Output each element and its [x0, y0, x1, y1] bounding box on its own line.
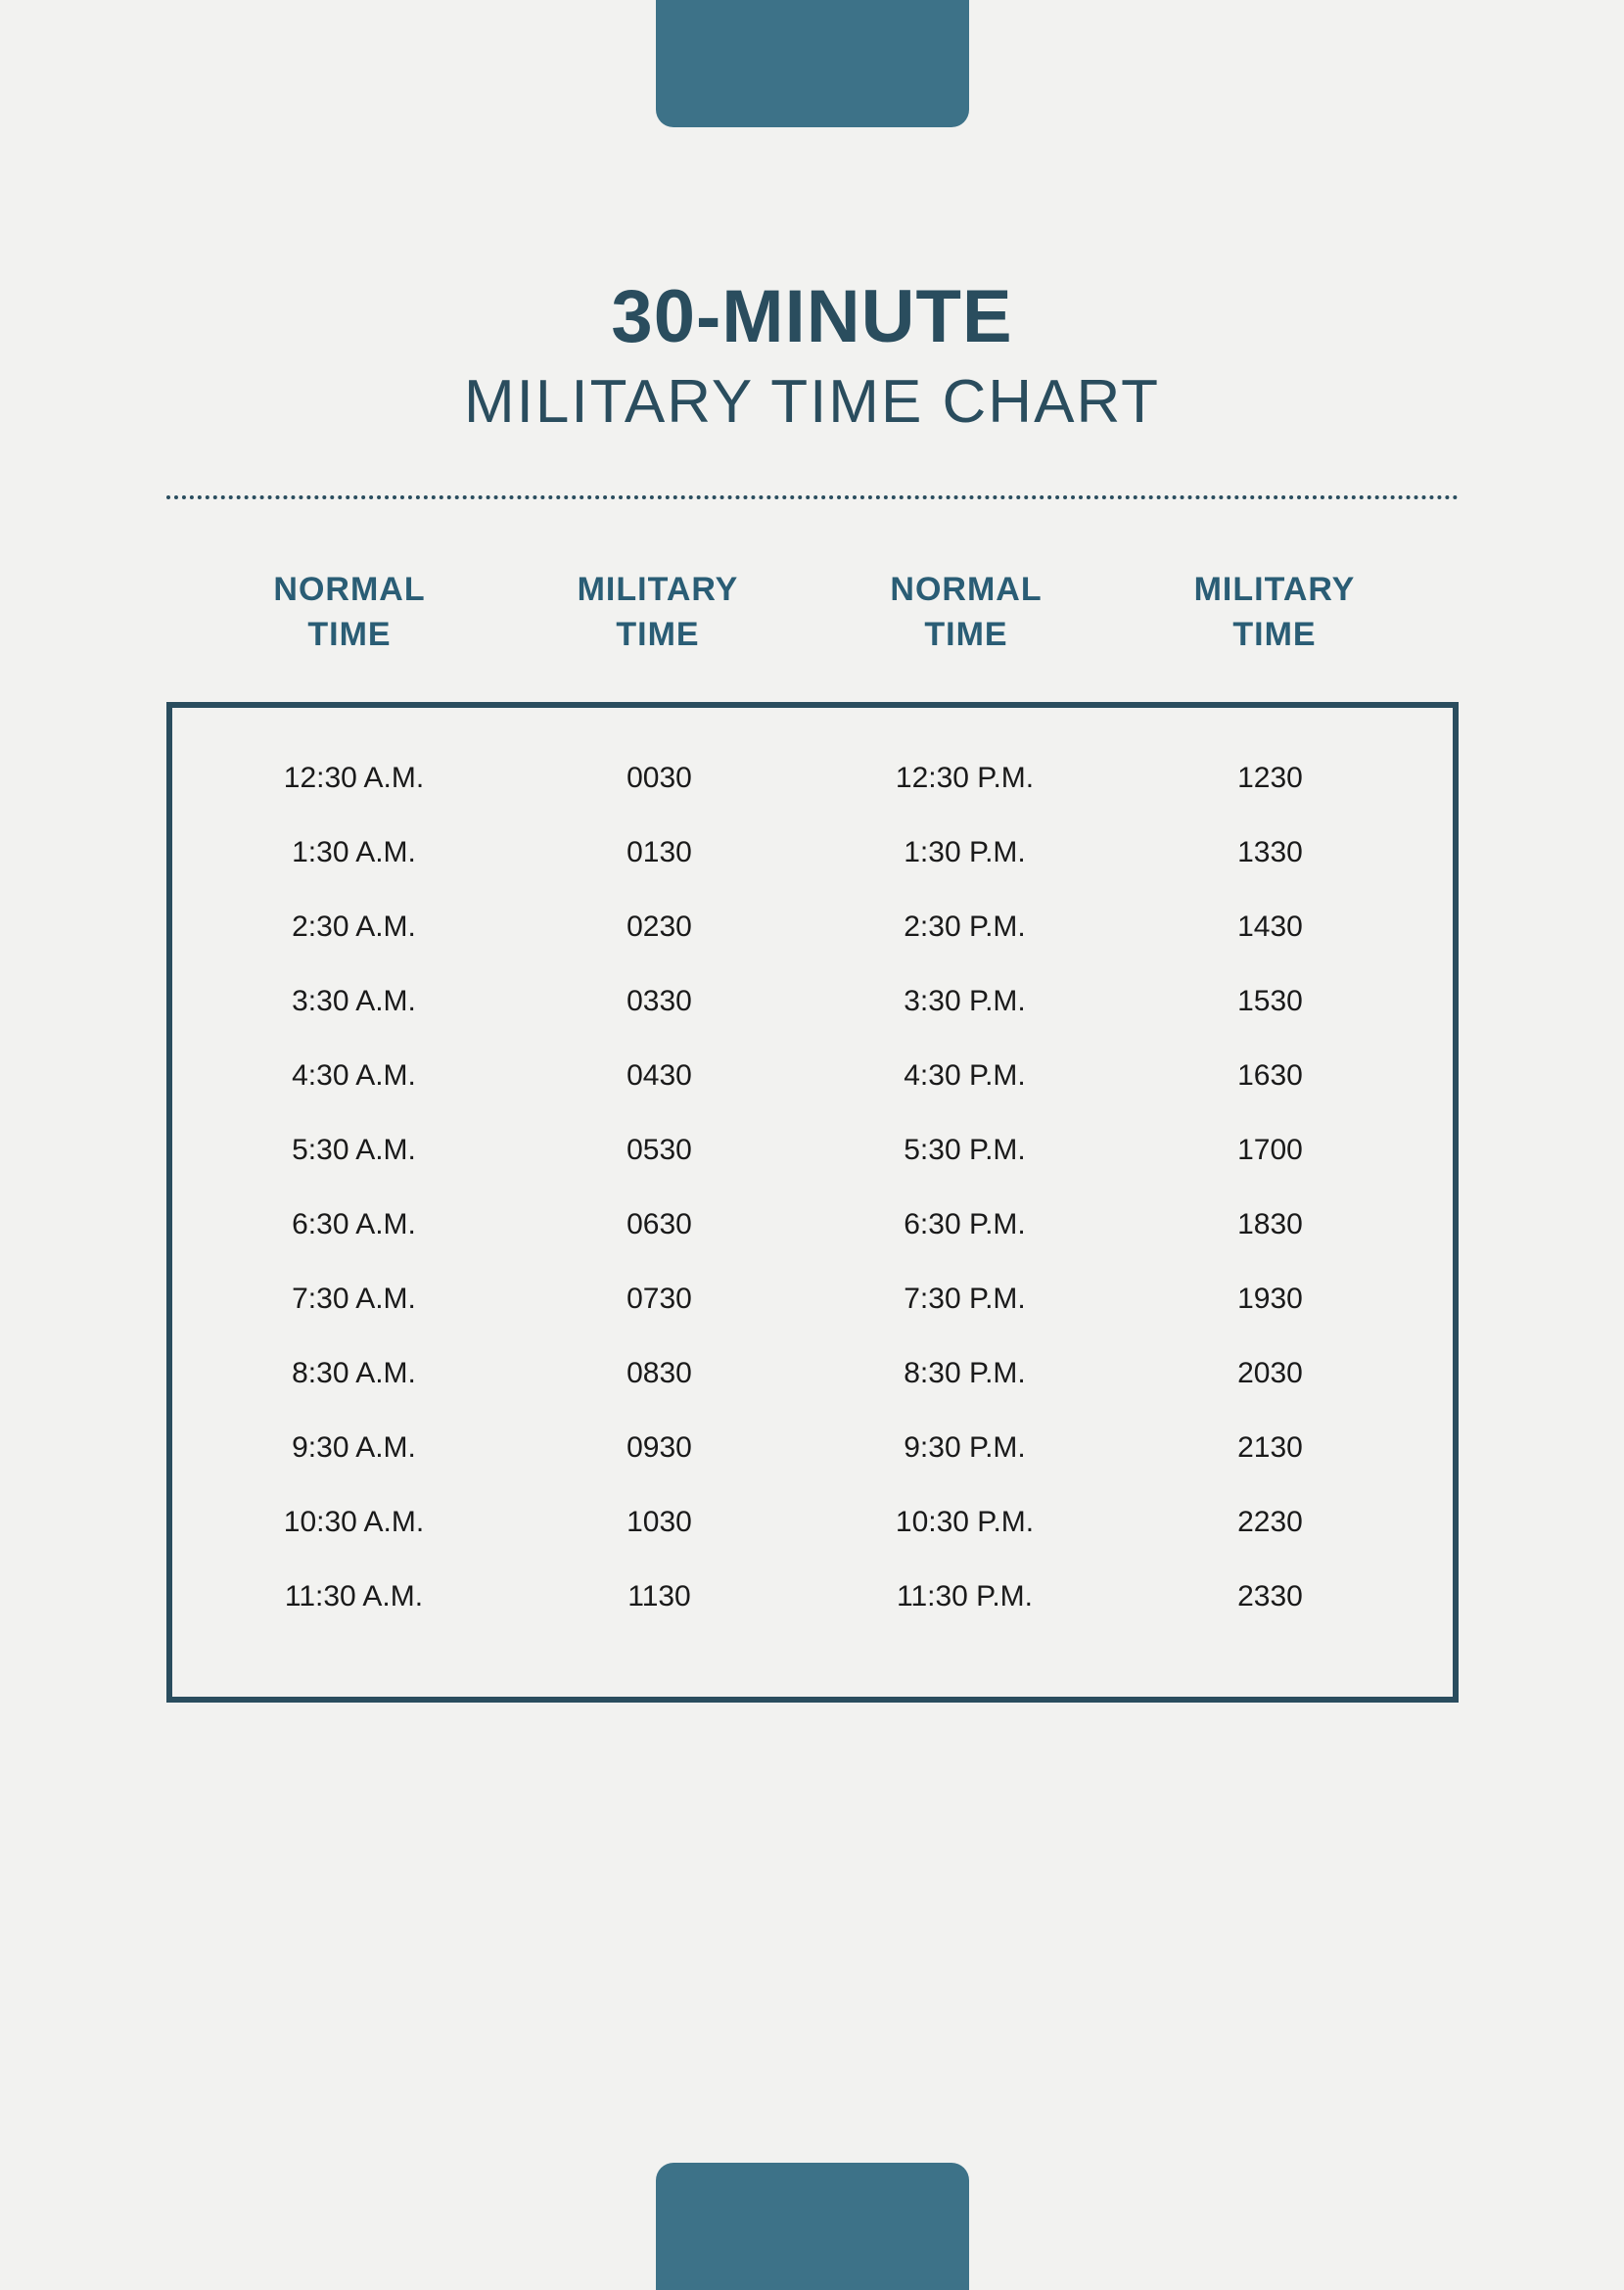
- table-row: 10:30 A.M. 1030 10:30 P.M. 2230: [202, 1506, 1423, 1539]
- cell-normal-am: 12:30 A.M.: [202, 762, 507, 795]
- cell-normal-am: 9:30 A.M.: [202, 1431, 507, 1465]
- header-military-am: MILITARY TIME: [504, 568, 812, 658]
- dotted-divider: [166, 495, 1459, 499]
- header-label: MILITARY: [1194, 571, 1356, 608]
- header-label: NORMAL: [890, 571, 1042, 608]
- cell-normal-pm: 7:30 P.M.: [812, 1283, 1118, 1316]
- table-row: 7:30 A.M. 0730 7:30 P.M. 1930: [202, 1283, 1423, 1316]
- cell-normal-pm: 6:30 P.M.: [812, 1208, 1118, 1241]
- cell-normal-pm: 9:30 P.M.: [812, 1431, 1118, 1465]
- table-row: 5:30 A.M. 0530 5:30 P.M. 1700: [202, 1134, 1423, 1167]
- header-normal-pm: NORMAL TIME: [812, 568, 1121, 658]
- cell-normal-am: 7:30 A.M.: [202, 1283, 507, 1316]
- header-label: TIME: [1232, 616, 1316, 653]
- cell-military-am: 0230: [507, 911, 812, 944]
- cell-military-am: 0630: [507, 1208, 812, 1241]
- title-line2: MILITARY TIME CHART: [166, 367, 1459, 437]
- cell-normal-am: 10:30 A.M.: [202, 1506, 507, 1539]
- cell-military-am: 0730: [507, 1283, 812, 1316]
- cell-normal-am: 2:30 A.M.: [202, 911, 507, 944]
- chart-content: 30-MINUTE MILITARY TIME CHART NORMAL TIM…: [166, 274, 1459, 1703]
- header-normal-am: NORMAL TIME: [196, 568, 504, 658]
- column-headers: NORMAL TIME MILITARY TIME NORMAL TIME MI…: [166, 568, 1459, 658]
- cell-military-pm: 2330: [1118, 1580, 1423, 1613]
- cell-military-pm: 1530: [1118, 985, 1423, 1018]
- header-label: NORMAL: [273, 571, 425, 608]
- cell-military-am: 0030: [507, 762, 812, 795]
- table-row: 4:30 A.M. 0430 4:30 P.M. 1630: [202, 1059, 1423, 1093]
- header-label: MILITARY: [578, 571, 739, 608]
- table-row: 12:30 A.M. 0030 12:30 P.M. 1230: [202, 762, 1423, 795]
- cell-military-am: 0930: [507, 1431, 812, 1465]
- cell-military-pm: 2030: [1118, 1357, 1423, 1390]
- cell-military-pm: 1930: [1118, 1283, 1423, 1316]
- cell-military-am: 0330: [507, 985, 812, 1018]
- cell-military-pm: 2130: [1118, 1431, 1423, 1465]
- cell-military-pm: 1630: [1118, 1059, 1423, 1093]
- cell-military-am: 1030: [507, 1506, 812, 1539]
- cell-military-pm: 1230: [1118, 762, 1423, 795]
- table-row: 11:30 A.M. 1130 11:30 P.M. 2330: [202, 1580, 1423, 1613]
- cell-military-pm: 1700: [1118, 1134, 1423, 1167]
- cell-military-pm: 1330: [1118, 836, 1423, 869]
- header-label: TIME: [616, 616, 699, 653]
- cell-normal-pm: 5:30 P.M.: [812, 1134, 1118, 1167]
- cell-military-pm: 2230: [1118, 1506, 1423, 1539]
- cell-military-am: 0130: [507, 836, 812, 869]
- time-table: 12:30 A.M. 0030 12:30 P.M. 1230 1:30 A.M…: [166, 702, 1459, 1703]
- cell-normal-pm: 11:30 P.M.: [812, 1580, 1118, 1613]
- header-label: TIME: [307, 616, 391, 653]
- cell-military-pm: 1830: [1118, 1208, 1423, 1241]
- bottom-accent-tab: [656, 2163, 969, 2290]
- table-row: 3:30 A.M. 0330 3:30 P.M. 1530: [202, 985, 1423, 1018]
- cell-normal-pm: 10:30 P.M.: [812, 1506, 1118, 1539]
- table-row: 9:30 A.M. 0930 9:30 P.M. 2130: [202, 1431, 1423, 1465]
- table-row: 6:30 A.M. 0630 6:30 P.M. 1830: [202, 1208, 1423, 1241]
- cell-military-am: 1130: [507, 1580, 812, 1613]
- cell-normal-pm: 3:30 P.M.: [812, 985, 1118, 1018]
- header-military-pm: MILITARY TIME: [1121, 568, 1429, 658]
- title-line1: 30-MINUTE: [166, 274, 1459, 359]
- cell-normal-am: 8:30 A.M.: [202, 1357, 507, 1390]
- table-row: 1:30 A.M. 0130 1:30 P.M. 1330: [202, 836, 1423, 869]
- cell-military-am: 0830: [507, 1357, 812, 1390]
- cell-normal-pm: 1:30 P.M.: [812, 836, 1118, 869]
- cell-normal-pm: 2:30 P.M.: [812, 911, 1118, 944]
- cell-normal-am: 1:30 A.M.: [202, 836, 507, 869]
- cell-normal-am: 11:30 A.M.: [202, 1580, 507, 1613]
- cell-military-am: 0530: [507, 1134, 812, 1167]
- cell-military-pm: 1430: [1118, 911, 1423, 944]
- table-row: 8:30 A.M. 0830 8:30 P.M. 2030: [202, 1357, 1423, 1390]
- cell-normal-pm: 8:30 P.M.: [812, 1357, 1118, 1390]
- cell-normal-pm: 12:30 P.M.: [812, 762, 1118, 795]
- cell-military-am: 0430: [507, 1059, 812, 1093]
- cell-normal-am: 4:30 A.M.: [202, 1059, 507, 1093]
- cell-normal-pm: 4:30 P.M.: [812, 1059, 1118, 1093]
- top-accent-tab: [656, 0, 969, 127]
- table-row: 2:30 A.M. 0230 2:30 P.M. 1430: [202, 911, 1423, 944]
- cell-normal-am: 5:30 A.M.: [202, 1134, 507, 1167]
- cell-normal-am: 3:30 A.M.: [202, 985, 507, 1018]
- header-label: TIME: [924, 616, 1007, 653]
- cell-normal-am: 6:30 A.M.: [202, 1208, 507, 1241]
